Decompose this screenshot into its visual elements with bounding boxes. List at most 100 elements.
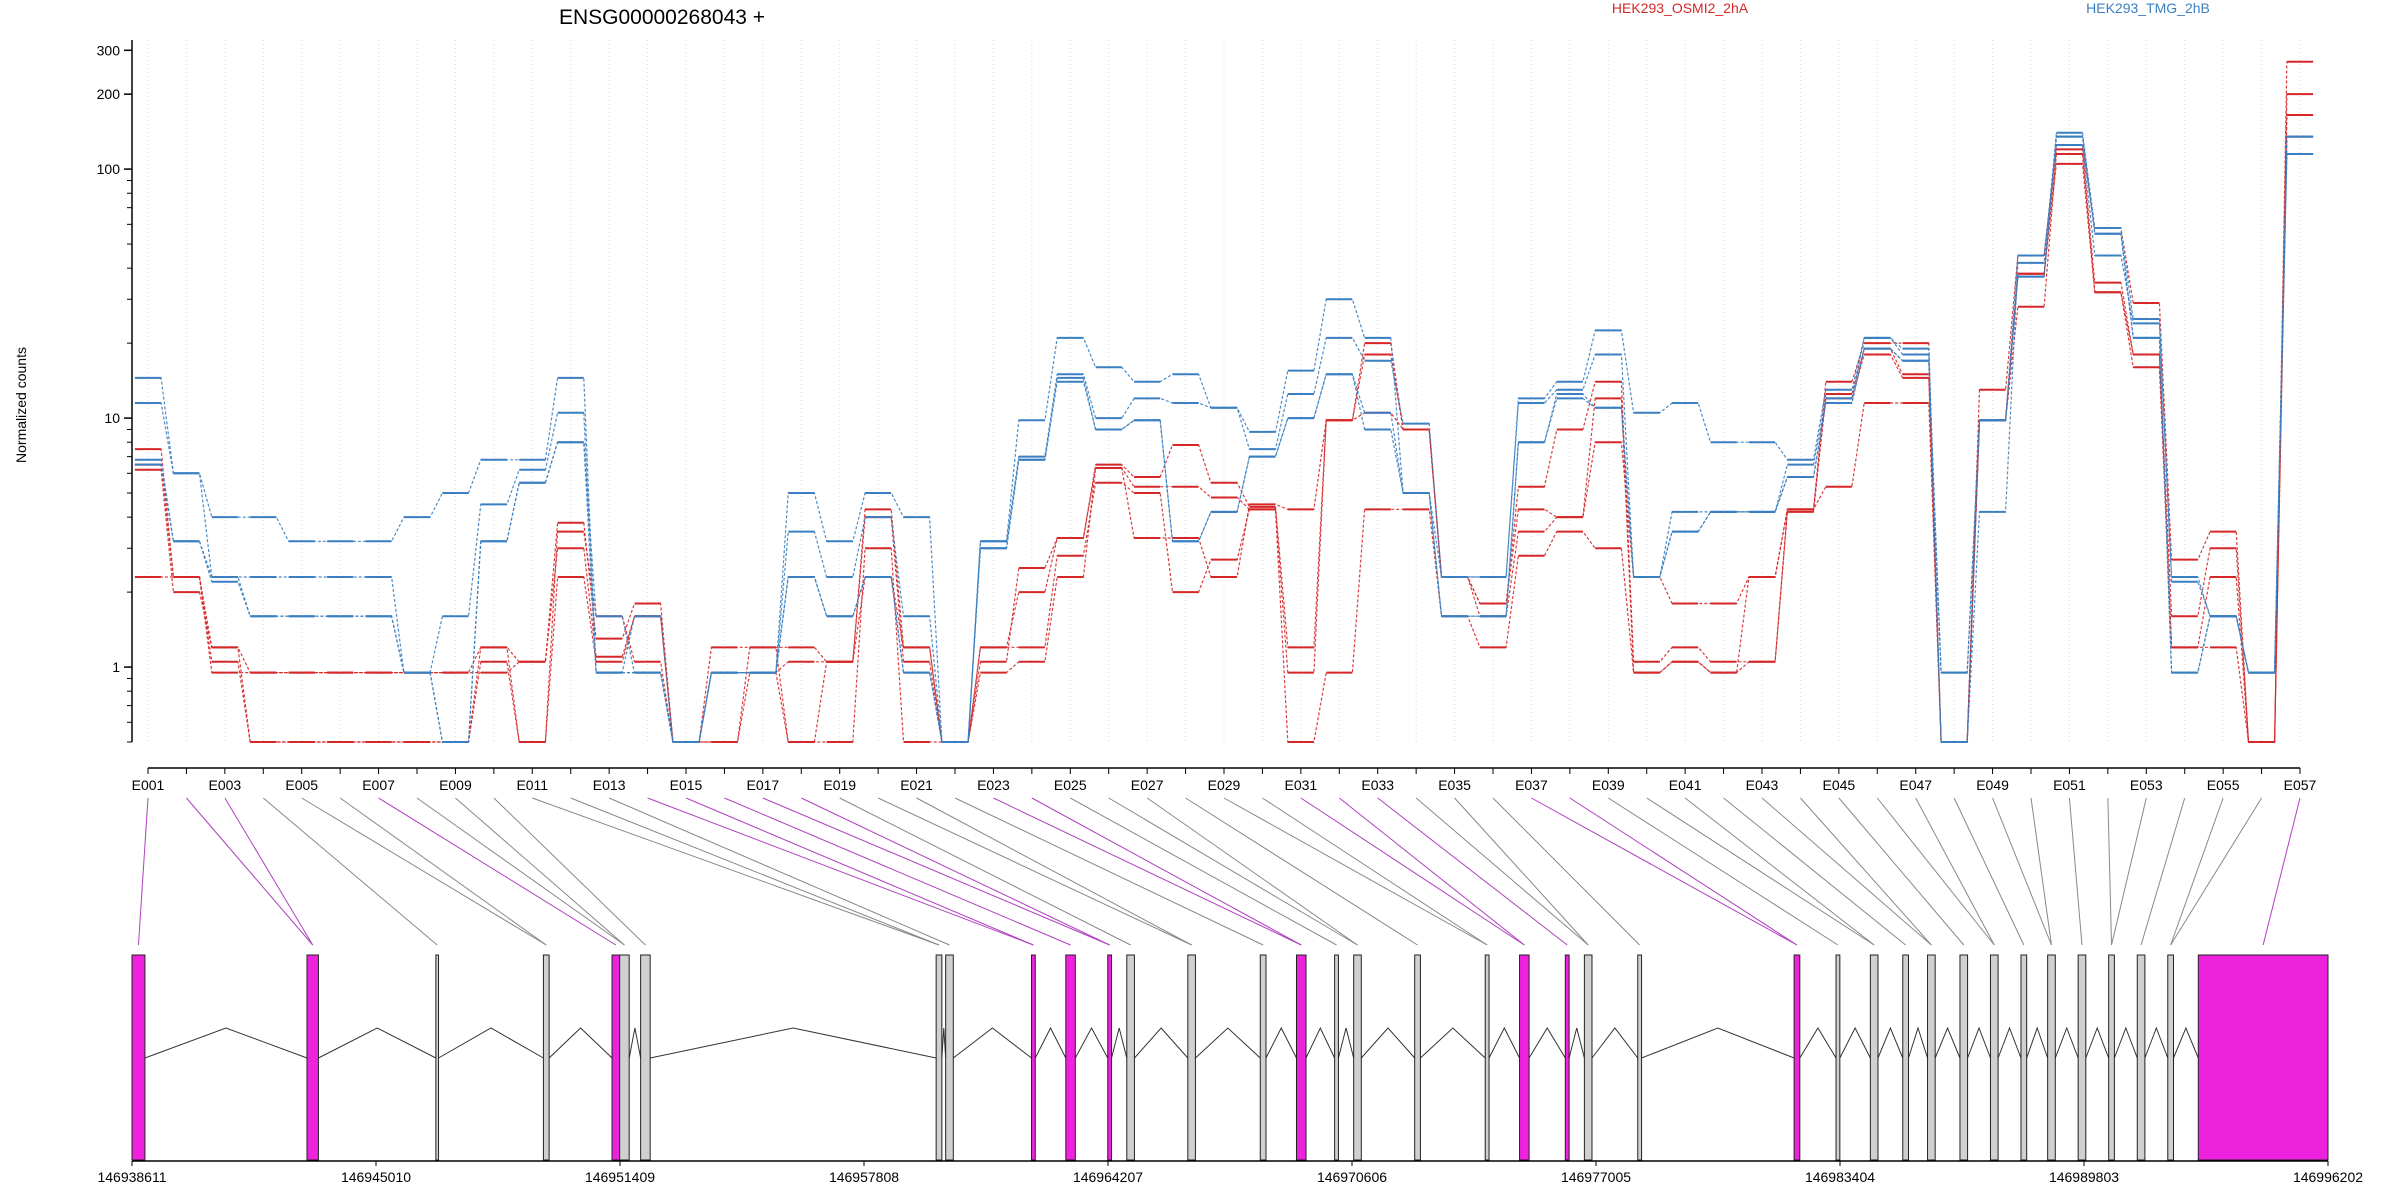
bin-exon-connector [1531,797,1798,946]
x-tick-label: E029 [1208,777,1241,793]
intron-line [318,1027,437,1059]
intron-line [1997,1026,2022,1059]
intron-line [1967,1026,1991,1059]
series-line [134,136,2314,743]
exon-block [306,954,319,1161]
x-tick-label: E031 [1285,777,1318,793]
bin-exon-connector [1492,797,1641,946]
bin-exon-connector [1646,797,1875,946]
intron-line [1111,1027,1128,1059]
exon-block [2197,954,2329,1161]
bin-exon-connector [262,797,438,946]
y-tick-label: 1 [112,659,120,675]
intron-line [2144,1026,2169,1059]
exon-block [1793,954,1801,1161]
bin-exon-connector [455,797,625,946]
exon-block [1126,954,1135,1161]
bin-exon-connector [1684,797,1875,946]
exon-block [611,954,621,1161]
bin-exon-connector [532,797,940,946]
intron-line [1420,1027,1486,1059]
bin-exon-connector [877,797,1192,946]
bin-exon-connector [954,797,1264,946]
exon-block [1989,954,1999,1161]
x-tick-label: E041 [1669,777,1702,793]
intron-line [1839,1026,1871,1059]
bin-exon-connector [186,797,314,946]
intron-line [1799,1027,1837,1059]
x-tick-label: E011 [516,777,548,793]
intron-line [952,1027,1032,1059]
x-axis: E001 E003 E005 E007 E009 E011 E013 E015 E017 E019… [132,767,2317,793]
series-line [134,136,2314,743]
bin-exon-connector [762,797,1110,946]
x-tick-label: E001 [132,777,165,793]
series-1 [134,60,2314,743]
intron-line [1908,1026,1929,1059]
bin-exon-connector [1146,797,1358,946]
grid-layer [147,40,2301,742]
x-tick-label: E049 [1976,777,2009,793]
intron-line [438,1027,544,1059]
intron-line [2113,1026,2138,1059]
series-line [134,136,2314,743]
bin-exon-connector [1300,797,1525,946]
x-tick-label: E003 [209,777,242,793]
bin-exon-connector [1838,797,1965,946]
exon-block [1334,954,1339,1161]
y-tick-label: 10 [104,410,120,426]
bin-exon-connector [1800,797,1932,946]
genomic-tick-label: 146964207 [1073,1169,1143,1185]
x-tick-label: E055 [2207,777,2240,793]
exon-block [1902,954,1909,1161]
exon-block [1065,954,1076,1161]
intron-line [1528,1027,1566,1059]
exon-block [131,954,146,1161]
exon-block [619,954,630,1161]
bin-exon-connector [1876,797,1995,946]
exon-block [1414,954,1421,1161]
exon-block [2136,954,2146,1161]
exon-block [1187,954,1196,1161]
series-7 [134,135,2314,743]
intron-line [941,1027,947,1059]
bin-exon-connector [339,797,547,946]
bin-exon-connector [137,797,149,946]
x-tick-label: E027 [1131,777,1164,793]
exon-block [1519,954,1530,1161]
exon-block [640,954,651,1161]
exon-block [1959,954,1969,1161]
genomic-tick-label: 146957808 [829,1169,899,1185]
bin-exon-connector [1992,797,2052,946]
bin-exon-connector [1031,797,1302,946]
bin-exon-connector [2107,797,2113,946]
intron-line [2054,1026,2079,1059]
exon-block [435,954,440,1161]
genomic-tick-label: 146970606 [1317,1169,1387,1185]
bin-exon-connector [2170,797,2224,946]
exon-block [2108,954,2115,1161]
intron-line [650,1027,937,1059]
genomic-tick-label: 146938611 [97,1169,166,1185]
bin-exon-connector [839,797,1131,946]
genomic-coordinate-axis: 146938611 146945010 146951409 146957808 1469… [97,1160,2363,1185]
x-tick-label: E017 [747,777,780,793]
exon-block [945,954,954,1161]
x-tick-label: E053 [2130,777,2163,793]
exon-block [1835,954,1841,1161]
series-line [134,61,2314,743]
genomic-tick-label: 146983404 [1805,1169,1875,1185]
x-tick-label: E023 [977,777,1010,793]
series-4 [134,135,2314,743]
bin-exon-connector [493,797,646,946]
exon-block [1564,954,1570,1161]
x-tick-label: E007 [362,777,395,793]
bin-exon-connector [301,797,547,946]
y-tick-label: 100 [97,161,121,177]
x-tick-label: E037 [1515,777,1548,793]
x-tick-label: E035 [1438,777,1471,793]
bin-exon-connector [378,797,617,946]
intron-line [1265,1026,1297,1059]
exon-block [1295,954,1307,1161]
